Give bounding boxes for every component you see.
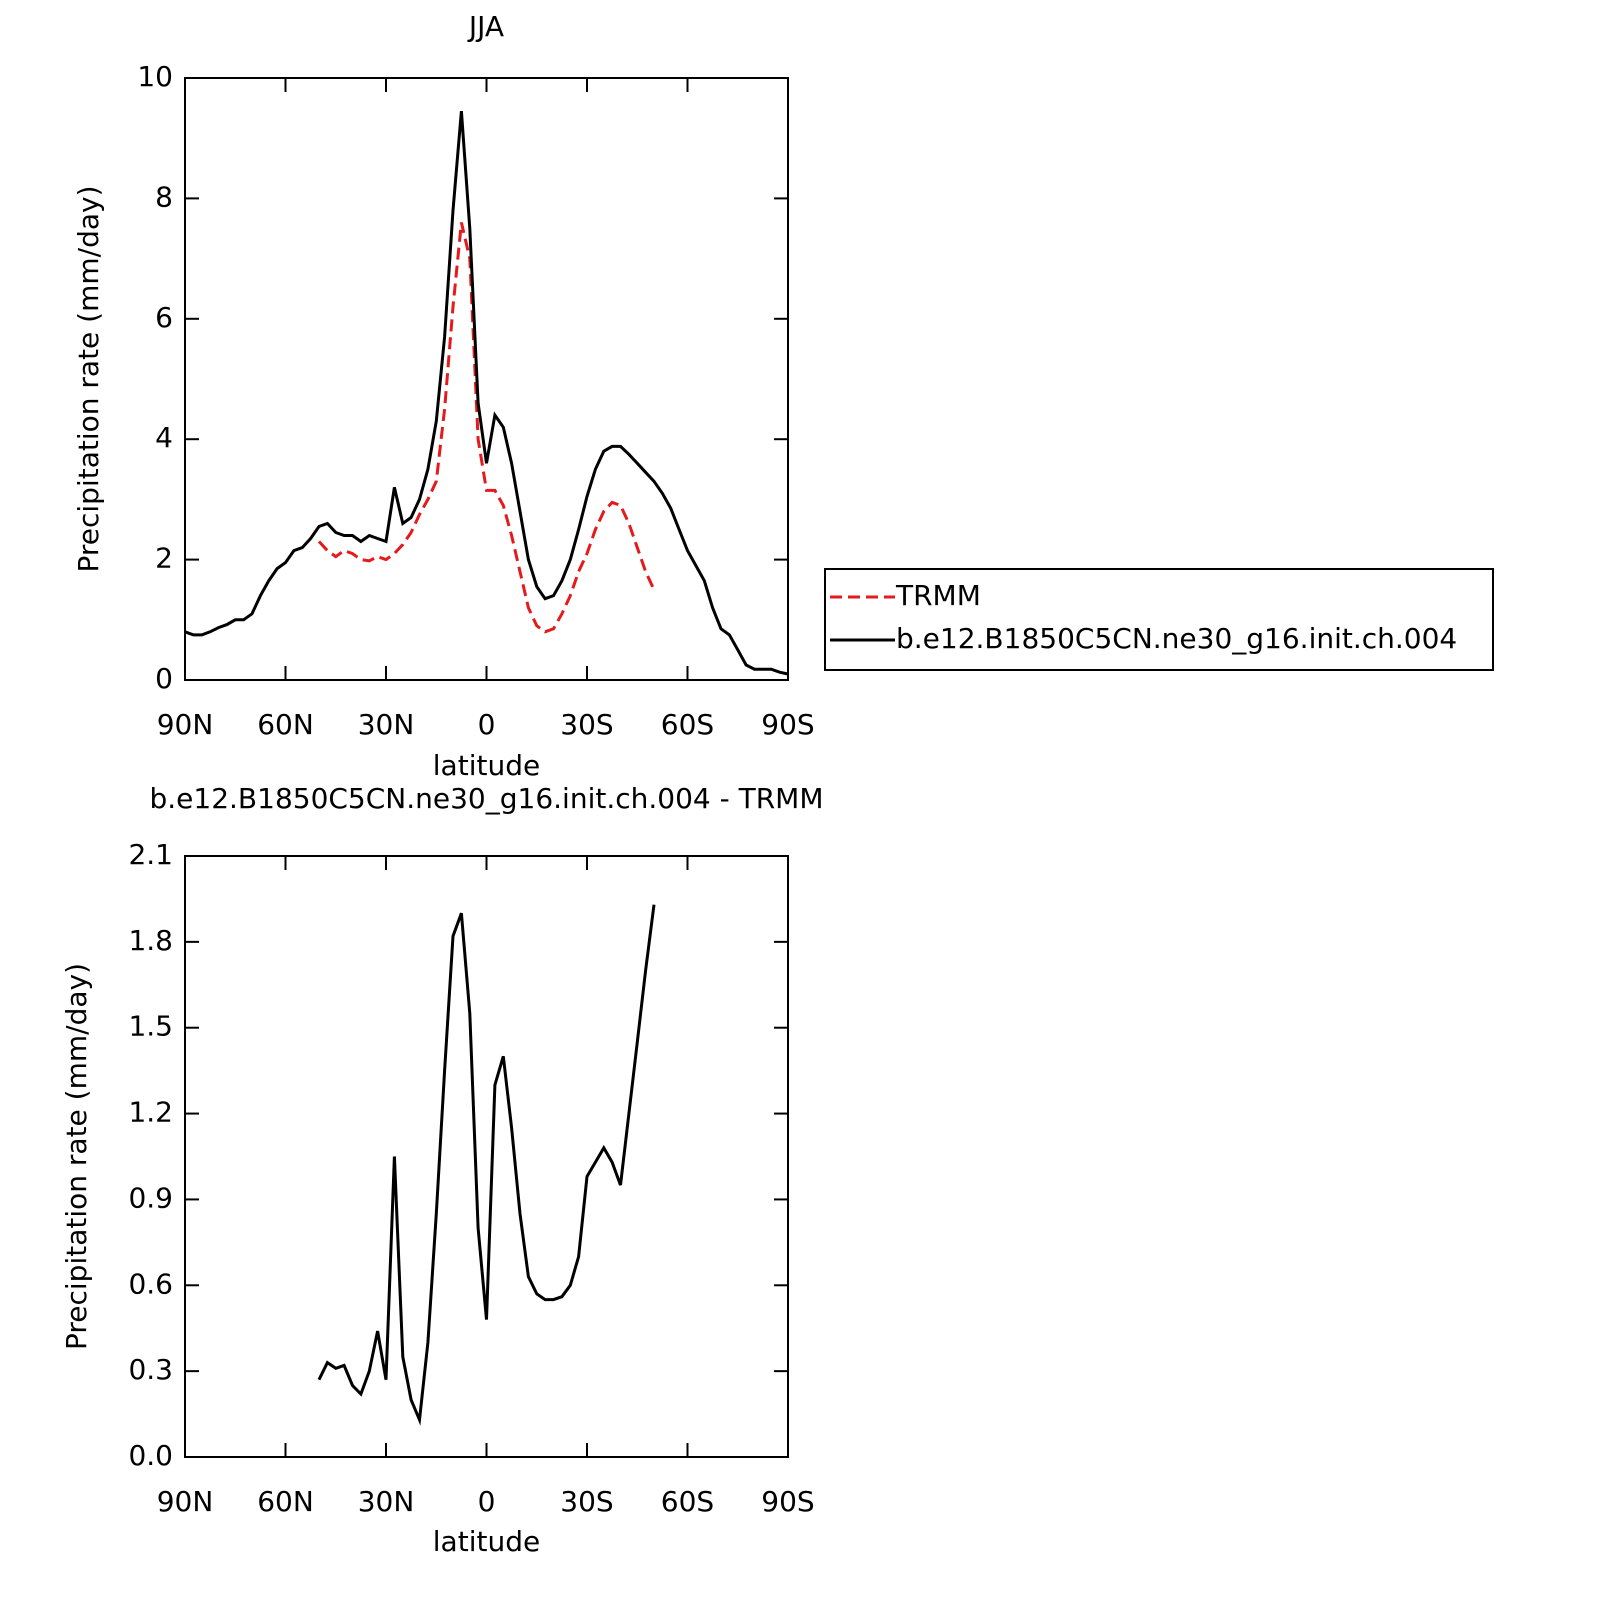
plot-frame (184, 77, 789, 681)
y-axis-label: Precipitation rate (mm/day) (72, 185, 105, 572)
y-tick-label: 8 (155, 180, 173, 213)
x-tick-label: 60N (257, 708, 314, 741)
x-tick-label: 30S (560, 1485, 613, 1518)
legend-label: b.e12.B1850C5CN.ne30_g16.init.ch.004 (896, 622, 1457, 655)
chart-title: b.e12.B1850C5CN.ne30_g16.init.ch.004 - T… (149, 782, 823, 815)
y-tick-label: 0.6 (128, 1267, 173, 1300)
x-tick-label: 0 (478, 708, 496, 741)
x-tick-label: 60S (661, 1485, 714, 1518)
x-axis-label: latitude (433, 1525, 540, 1558)
data-line (317, 904, 656, 1426)
legend-label: TRMM (895, 579, 981, 612)
x-tick-label: 30S (560, 708, 613, 741)
y-axis-label: Precipitation rate (mm/day) (60, 963, 93, 1350)
y-tick-label: 0.0 (128, 1439, 173, 1472)
y-tick-label: 6 (155, 301, 173, 334)
legend-box (824, 568, 1494, 671)
x-axis-label: latitude (433, 749, 540, 782)
y-tick-label: 2.1 (128, 838, 173, 871)
y-tick-label: 0.3 (128, 1353, 173, 1386)
x-tick-label: 60S (661, 708, 714, 741)
x-tick-label: 90S (761, 1485, 814, 1518)
plot-frame (184, 855, 789, 1458)
x-tick-label: 0 (478, 1485, 496, 1518)
data-line (317, 222, 656, 634)
y-tick-label: 10 (137, 60, 173, 93)
y-tick-label: 4 (155, 421, 173, 454)
x-tick-label: 60N (257, 1485, 314, 1518)
x-tick-label: 90N (157, 1485, 214, 1518)
y-tick-label: 0.9 (128, 1181, 173, 1214)
y-tick-label: 1.5 (128, 1010, 173, 1043)
y-tick-label: 1.2 (128, 1096, 173, 1129)
chart-title: JJA (467, 10, 504, 43)
x-tick-label: 30N (358, 708, 415, 741)
y-tick-label: 2 (155, 542, 173, 575)
x-tick-label: 90S (761, 708, 814, 741)
x-tick-label: 90N (157, 708, 214, 741)
data-line (184, 110, 789, 676)
y-tick-label: 1.8 (128, 924, 173, 957)
y-tick-label: 0 (155, 662, 173, 695)
x-tick-label: 30N (358, 1485, 415, 1518)
